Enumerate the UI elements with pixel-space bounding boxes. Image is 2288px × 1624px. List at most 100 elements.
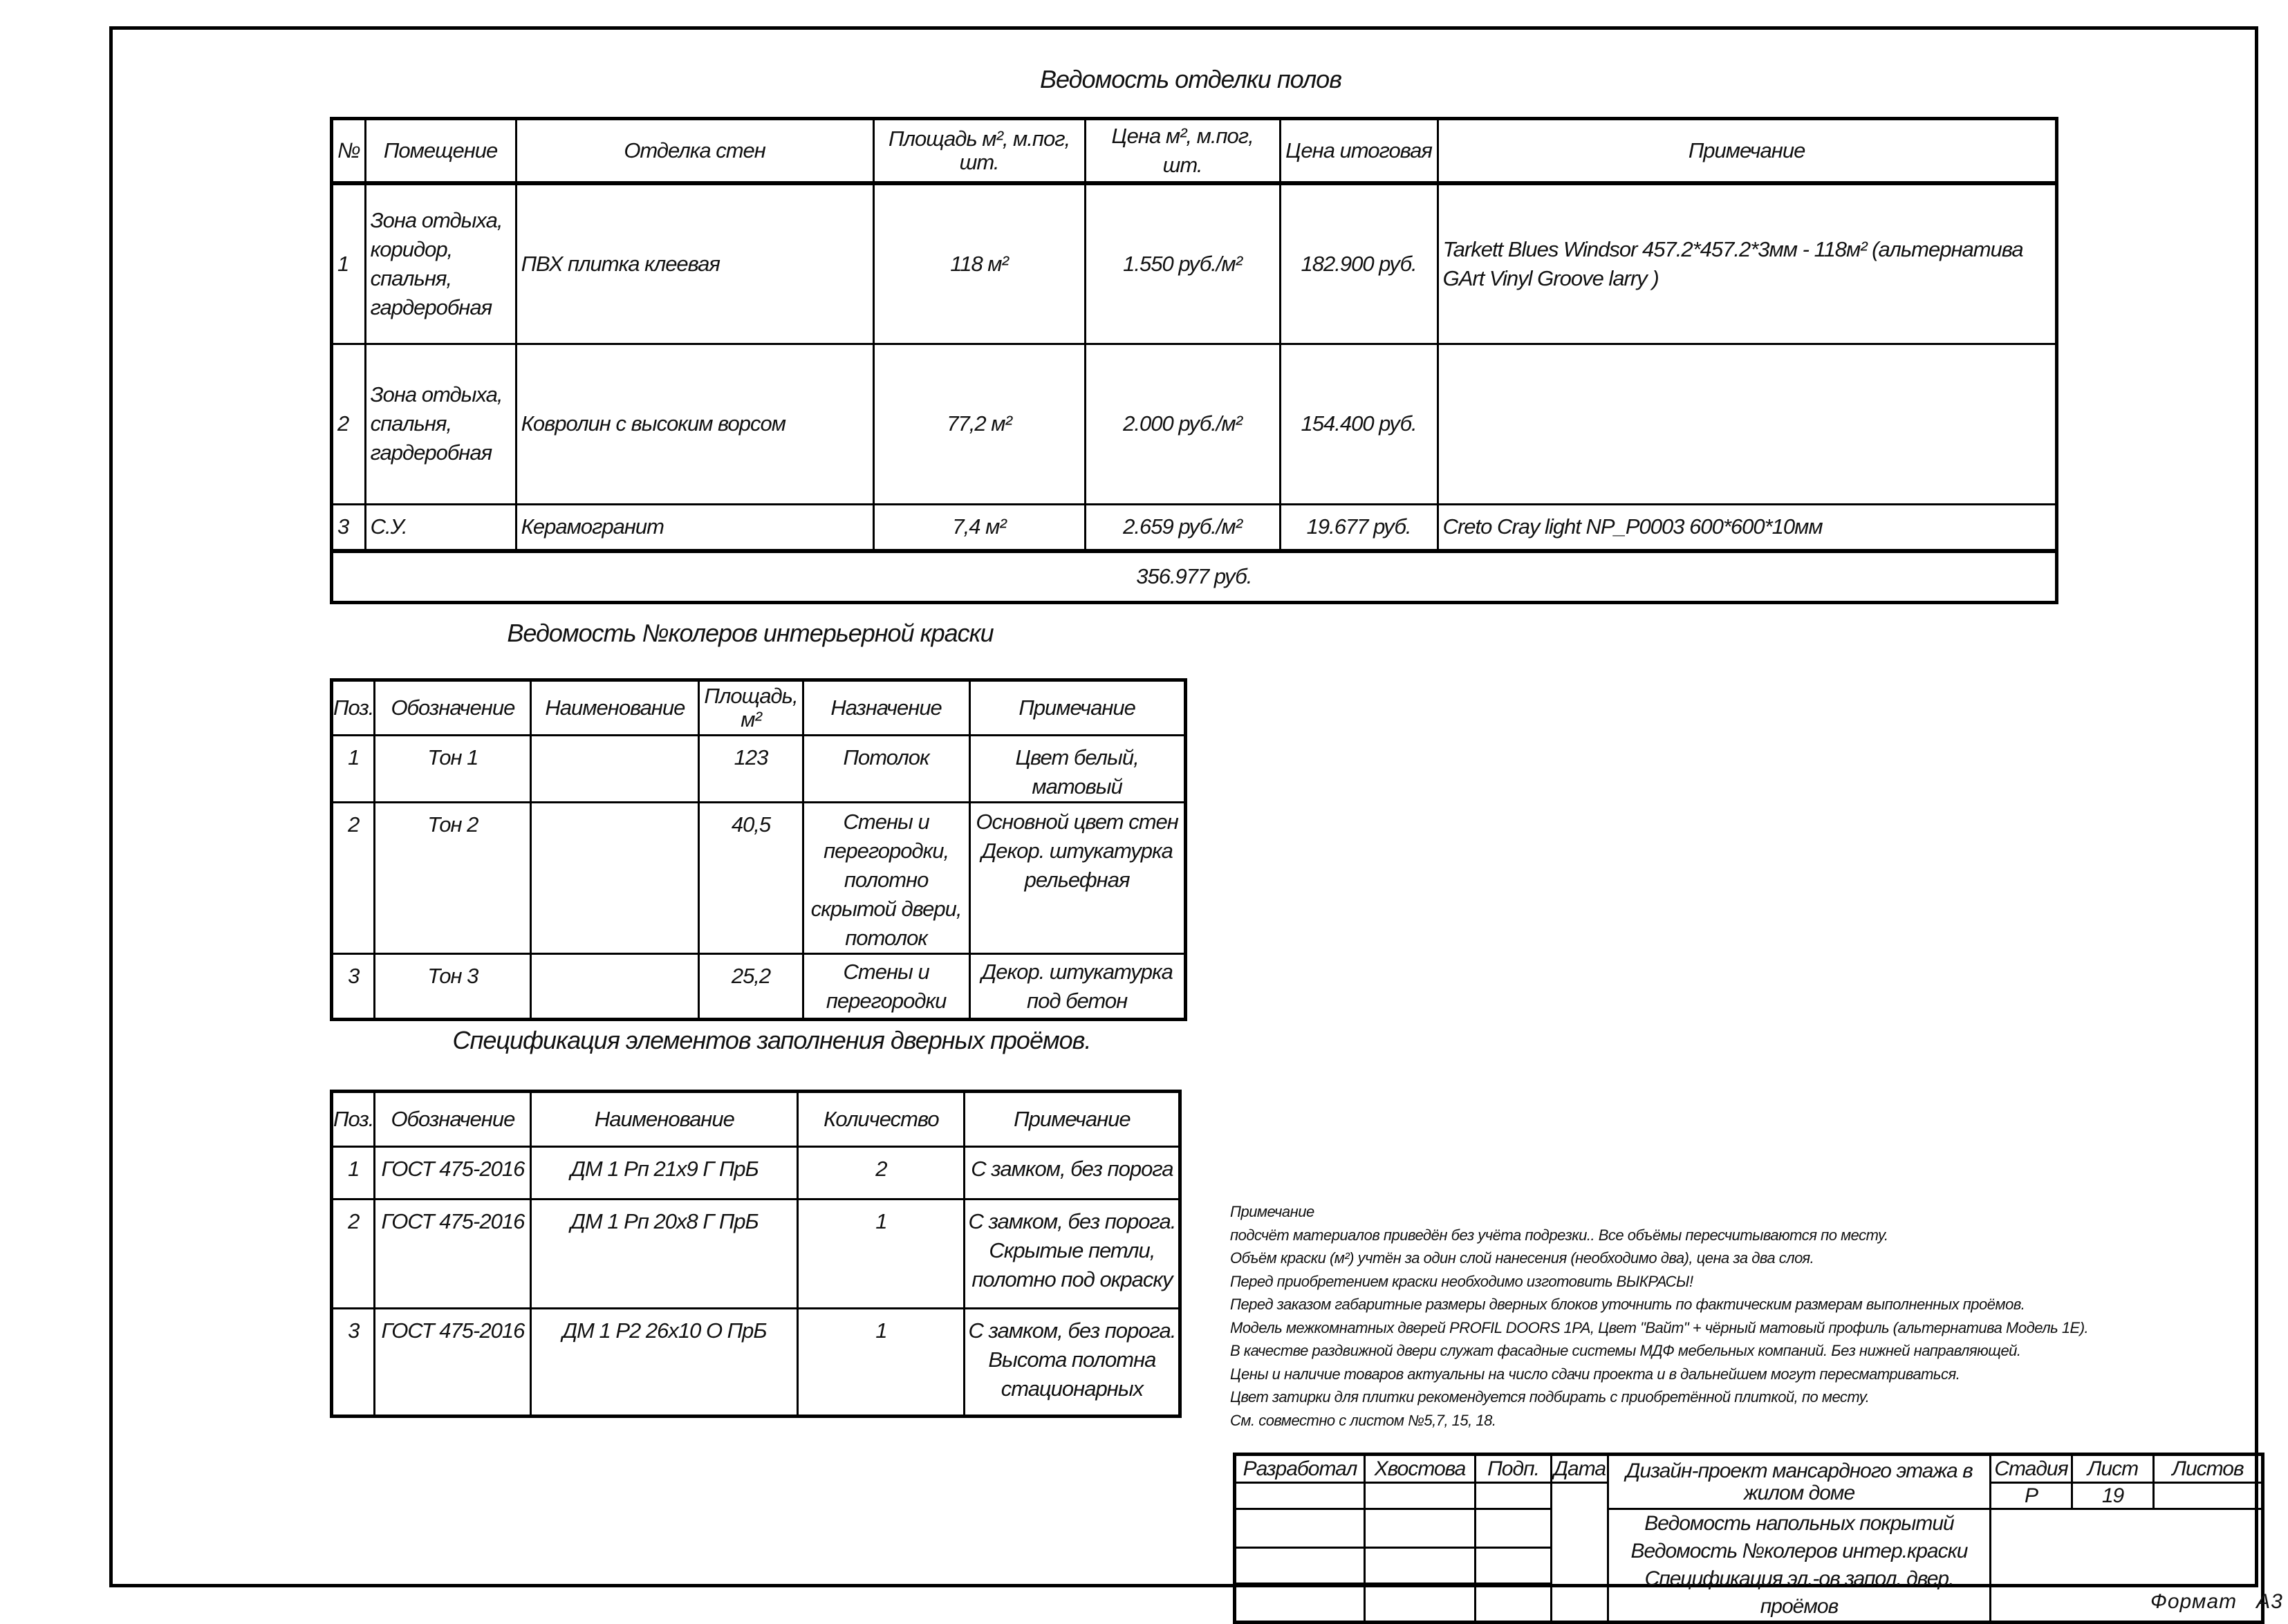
cell	[530, 734, 700, 803]
project-title: Дизайн-проект мансардного этажа в жилом …	[1607, 1453, 1991, 1510]
cell: 1	[797, 1198, 966, 1309]
stage-label: Стадия	[1989, 1453, 2073, 1484]
header-cell: Наименование	[530, 1090, 799, 1148]
header-cell: Примечание	[1436, 118, 2058, 185]
cell: 2	[330, 1198, 376, 1309]
cell	[530, 801, 700, 955]
cell: 1	[330, 1146, 376, 1200]
cell: Стены и перегородки	[801, 953, 971, 1020]
empty-cell	[1234, 1508, 1366, 1549]
header-cell: Цена м², м.пог, шт.	[1083, 118, 1281, 185]
total-cell: 356.977 руб.	[331, 550, 2058, 604]
sign-label: Подп.	[1474, 1453, 1552, 1484]
doors-table: Поз. Обозначение Наименование Количество…	[330, 1090, 1182, 1418]
notes: Примечание подсчёт материалов приведён б…	[1230, 1200, 2089, 1432]
empty-cell	[1364, 1508, 1476, 1549]
header-cell: Примечание	[963, 1090, 1182, 1148]
total-row: 356.977 руб.	[331, 550, 2058, 604]
table-header: Поз. Обозначение Наименование Площадь, м…	[330, 679, 1187, 736]
cell: Потолок	[801, 734, 971, 803]
note-line: В качестве раздвижной двери служат фасад…	[1230, 1342, 2021, 1359]
table-row: 2 Зона отдыха, спальня, гардеробная Ковр…	[331, 342, 2058, 505]
header-cell: Обозначение	[373, 679, 532, 736]
cell: Tarkett Blues Windsor 457.2*457.2*3мм - …	[1436, 182, 2058, 345]
cell: 3	[331, 503, 366, 553]
empty-cell	[1364, 1546, 1476, 1585]
header-cell: Поз.	[330, 679, 376, 736]
note-line: Перед заказом габаритные размеры дверных…	[1230, 1296, 2025, 1313]
cell: ГОСТ 475-2016	[373, 1198, 532, 1309]
table-row: 1 Зона отдыха, коридор, спальня, гардеро…	[331, 182, 2058, 345]
table-row: 2 ГОСТ 475-2016 ДМ 1 Рп 20х8 Г ПрБ 1 С з…	[330, 1198, 1182, 1309]
sheet-title-line: Спецификация эл.-ов запол. двер. проёмов	[1644, 1567, 1955, 1618]
cell	[530, 953, 700, 1020]
floors-table: № Помещение Отделка стен Площадь м², м.п…	[330, 117, 2058, 604]
sheet-title-line: Ведомость №колеров интер.краски	[1630, 1540, 1969, 1562]
empty-cell	[1550, 1482, 1609, 1623]
empty-cell	[1474, 1583, 1552, 1623]
cell: 2.000 руб./м²	[1083, 342, 1281, 505]
paints-table: Поз. Обозначение Наименование Площадь, м…	[330, 678, 1187, 1021]
cell: 154.400 руб.	[1278, 342, 1439, 505]
note-line: См. совместно с листом №5,7, 15, 18.	[1230, 1411, 1496, 1429]
cell: ГОСТ 475-2016	[373, 1307, 532, 1417]
sheet-value: 19	[2071, 1482, 2155, 1510]
empty-cell	[1364, 1482, 1476, 1510]
table-row: 3 ГОСТ 475-2016 ДМ 1 Р2 26х10 О ПрБ 1 С …	[330, 1307, 1182, 1417]
cell: 118 м²	[872, 182, 1086, 345]
header-cell: Отделка стен	[514, 118, 875, 185]
developer-name: Хвостова	[1364, 1453, 1476, 1484]
note-line: подсчёт материалов приведён без учёта по…	[1230, 1226, 1888, 1244]
cell: Ковролин с высоким ворсом	[514, 342, 875, 505]
cell: Creto Cray light NP_P0003 600*600*10мм	[1436, 503, 2058, 553]
cell: 1	[331, 182, 366, 345]
header-cell: Поз.	[330, 1090, 376, 1148]
sheet-titles: Ведомость напольных покрытий Ведомость №…	[1607, 1508, 1991, 1623]
cell: 2	[330, 801, 376, 955]
header-cell: Помещение	[364, 118, 517, 185]
cell: ПВХ плитка клеевая	[514, 182, 875, 345]
cell: 123	[698, 734, 804, 803]
note-line: Цены и наличие товаров актуальны на числ…	[1230, 1365, 1960, 1383]
cell: 1	[330, 734, 376, 803]
table-row: 2 Тон 2 40,5 Стены и перегородки, полотн…	[330, 801, 1187, 955]
cell: Основной цвет стен Декор. штукатурка рел…	[968, 801, 1187, 955]
cell: С замком, без порога	[963, 1146, 1182, 1200]
table-row: 1 Тон 1 123 Потолок Цвет белый, матовый	[330, 734, 1187, 803]
cell: Декор. штукатурка под бетон	[968, 953, 1187, 1020]
empty-cell	[1234, 1482, 1366, 1510]
table-row: 3 С.У. Керамогранит 7,4 м² 2.659 руб./м²…	[331, 503, 2058, 553]
cell: ДМ 1 Рп 20х8 Г ПрБ	[530, 1198, 799, 1309]
paints-title: Ведомость №колеров интерьерной краски	[507, 619, 994, 647]
cell: ДМ 1 Рп 21х9 Г ПрБ	[530, 1146, 799, 1200]
header-cell: №	[331, 118, 366, 185]
note-line: Объём краски (м²) учтён за один слой нан…	[1230, 1249, 1814, 1267]
cell: 25,2	[698, 953, 804, 1020]
cell: 19.677 руб.	[1278, 503, 1439, 553]
table-row: 1 ГОСТ 475-2016 ДМ 1 Рп 21х9 Г ПрБ 2 С з…	[330, 1146, 1182, 1200]
header-cell: Обозначение	[373, 1090, 532, 1148]
cell: С замком, без порога. Высота полотна ста…	[963, 1307, 1182, 1417]
developed-label: Разработал	[1234, 1453, 1366, 1484]
cell: Зона отдыха, спальня, гардеробная	[364, 342, 517, 505]
header-cell: Площадь, м²	[698, 679, 804, 736]
cell: 182.900 руб.	[1278, 182, 1439, 345]
cell: ГОСТ 475-2016	[373, 1146, 532, 1200]
cell: Тон 1	[373, 734, 532, 803]
format-label: Формат А3	[2150, 1590, 2283, 1613]
floors-title: Ведомость отделки полов	[1040, 65, 1342, 93]
stage-value: Р	[1989, 1482, 2073, 1510]
empty-cell	[1474, 1508, 1552, 1549]
cell: С замком, без порога. Скрытые петли, пол…	[963, 1198, 1182, 1309]
header-cell: Количество	[797, 1090, 966, 1148]
empty-cell	[1474, 1546, 1552, 1585]
cell: Тон 3	[373, 953, 532, 1020]
cell: 3	[330, 953, 376, 1020]
cell: 1	[797, 1307, 966, 1417]
cell: Тон 2	[373, 801, 532, 955]
header-cell: Площадь м², м.пог, шт.	[872, 118, 1086, 185]
date-label: Дата	[1550, 1453, 1609, 1484]
cell: Стены и перегородки, полотно скрытой две…	[801, 801, 971, 955]
table-header: № Помещение Отделка стен Площадь м², м.п…	[331, 118, 2058, 185]
cell: 40,5	[698, 801, 804, 955]
